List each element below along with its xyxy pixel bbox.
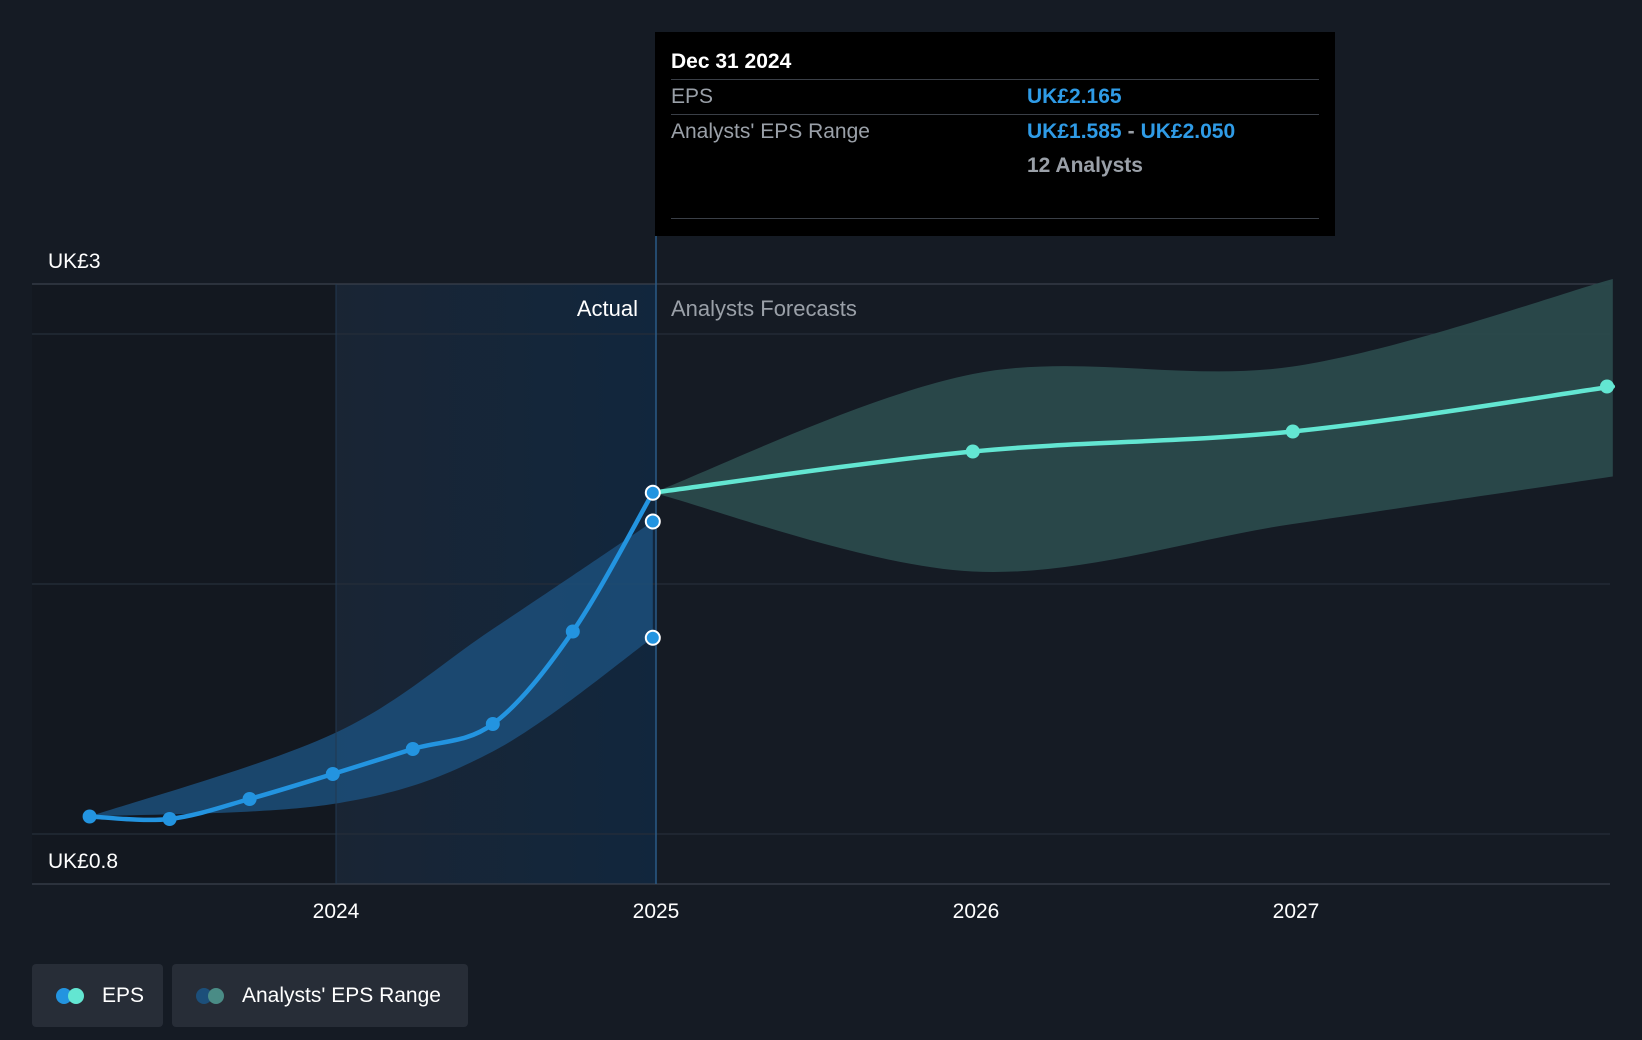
eps-forecast-point[interactable] xyxy=(1600,379,1614,394)
x-tick-label: 2027 xyxy=(1273,900,1320,923)
tooltip-analysts-count: 12 Analysts xyxy=(1027,154,1143,177)
eps-range-actual-band xyxy=(89,521,653,817)
y-tick-label-bottom: UK£0.8 xyxy=(48,850,118,873)
legend-range-label: Analysts' EPS Range xyxy=(242,983,441,1007)
legend-range-button[interactable]: Analysts' EPS Range xyxy=(172,964,468,1027)
tooltip-date: Dec 31 2024 xyxy=(671,48,1319,80)
eps-actual-point[interactable] xyxy=(565,624,580,639)
tooltip-range-label: Analysts' EPS Range xyxy=(671,120,870,143)
tooltip: Dec 31 2024 EPS UK£2.165 Analysts' EPS R… xyxy=(655,32,1335,236)
eps-actual-point[interactable] xyxy=(325,767,340,781)
highlight-point[interactable] xyxy=(644,629,661,646)
eps-actual-point[interactable] xyxy=(405,742,420,756)
x-tick-label: 2025 xyxy=(633,900,680,923)
tooltip-spacer xyxy=(671,149,1027,183)
actual-zone-label: Actual xyxy=(577,296,638,321)
forecast-zone-label: Analysts Forecasts xyxy=(671,296,857,321)
tooltip-range-row: Analysts' EPS Range UK£1.585 - UK£2.050 xyxy=(671,115,1319,149)
highlight-point[interactable] xyxy=(644,484,661,501)
eps-forecast-line xyxy=(650,384,1616,495)
tooltip-eps-value: UK£2.165 xyxy=(1027,85,1122,108)
legend-eps-button[interactable]: EPS xyxy=(32,964,163,1027)
eps-range-forecast-band xyxy=(652,279,1613,572)
x-tick-label: 2024 xyxy=(313,900,360,923)
legend-eps-label: EPS xyxy=(102,983,145,1007)
tooltip-eps-row: EPS UK£2.165 xyxy=(671,80,1319,115)
y-tick-label-top: UK£3 xyxy=(48,250,101,273)
tooltip-analysts-row: 12 Analysts xyxy=(671,149,1319,183)
tooltip-range-high: UK£2.050 xyxy=(1140,120,1236,143)
tooltip-range-separator: - xyxy=(1127,120,1135,143)
eps-forecast-point[interactable] xyxy=(965,444,980,459)
eps-actual-point[interactable] xyxy=(485,717,500,731)
range-legend-icon xyxy=(196,987,228,1004)
tooltip-eps-label: EPS xyxy=(671,85,714,108)
tooltip-range-low: UK£1.585 xyxy=(1027,120,1122,143)
eps-actual-point[interactable] xyxy=(82,809,97,824)
highlight-point[interactable] xyxy=(644,513,661,530)
eps-actual-point[interactable] xyxy=(242,792,257,806)
eps-actual-point[interactable] xyxy=(162,812,177,826)
x-tick-label: 2026 xyxy=(953,900,1000,923)
tooltip-divider xyxy=(671,218,1319,219)
eps-legend-icon xyxy=(56,987,88,1004)
eps-forecast-point[interactable] xyxy=(1285,424,1300,439)
